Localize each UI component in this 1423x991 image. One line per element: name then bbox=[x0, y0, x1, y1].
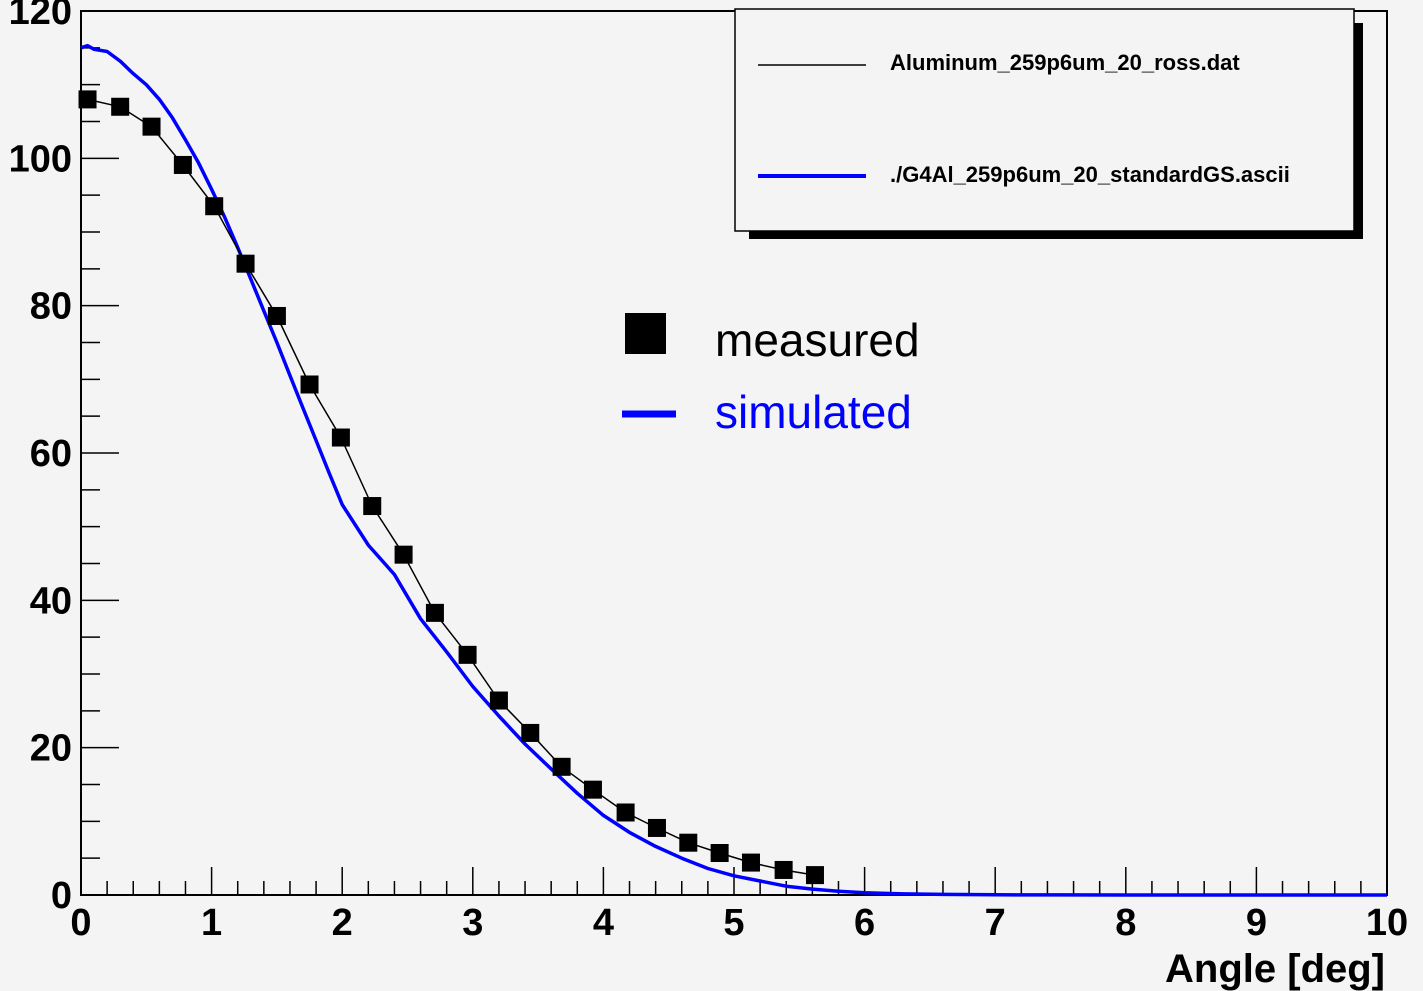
axis-ticks bbox=[80, 10, 1388, 896]
simulated-series-line bbox=[80, 43, 1387, 897]
measured-data-point bbox=[394, 545, 413, 564]
measured-data-point bbox=[741, 853, 760, 872]
annotation-key: measured simulated bbox=[622, 313, 920, 438]
measured-data-point bbox=[300, 375, 319, 394]
measured-data-point bbox=[236, 254, 255, 273]
y-tick-label: 100 bbox=[9, 138, 72, 180]
measured-data-point bbox=[425, 603, 444, 622]
y-tick-label: 20 bbox=[30, 728, 72, 770]
legend: Aluminum_259p6um_20_ross.dat ./G4Al_259p… bbox=[734, 8, 1363, 239]
measured-data-point bbox=[774, 860, 793, 879]
y-tick-label: 80 bbox=[30, 286, 72, 328]
measured-data-point bbox=[489, 691, 508, 710]
measured-data-point bbox=[552, 757, 571, 776]
measured-marker-icon bbox=[625, 313, 666, 354]
legend-label-measured-file: Aluminum_259p6um_20_ross.dat bbox=[890, 50, 1240, 75]
annotation-simulated: simulated bbox=[715, 386, 912, 438]
x-tick-label: 5 bbox=[723, 902, 744, 944]
measured-data-point bbox=[647, 818, 666, 837]
x-tick-label: 9 bbox=[1246, 902, 1267, 944]
y-tick-label: 40 bbox=[30, 580, 72, 622]
measured-data-point bbox=[616, 803, 635, 822]
x-tick-label: 4 bbox=[593, 902, 614, 944]
series-markers bbox=[78, 90, 824, 885]
x-tick-label: 2 bbox=[332, 902, 353, 944]
x-axis-title: Angle [deg] bbox=[1165, 947, 1385, 991]
measured-data-point bbox=[142, 117, 161, 136]
measured-data-point bbox=[267, 306, 286, 325]
x-tick-label: 8 bbox=[1115, 902, 1136, 944]
measured-data-point bbox=[521, 723, 540, 742]
x-tick-label: 7 bbox=[985, 902, 1006, 944]
x-tick-label: 3 bbox=[462, 902, 483, 944]
measured-data-point bbox=[805, 866, 824, 885]
x-tick-label: 10 bbox=[1366, 902, 1408, 944]
legend-box bbox=[734, 8, 1355, 232]
y-tick-label: 60 bbox=[30, 433, 72, 475]
measured-data-point bbox=[331, 428, 350, 447]
measured-data-point bbox=[205, 197, 224, 216]
y-tick-label: 120 bbox=[9, 0, 72, 33]
measured-data-point bbox=[583, 780, 602, 799]
measured-data-point bbox=[78, 90, 97, 109]
measured-data-point bbox=[458, 645, 477, 664]
annotation-measured: measured bbox=[715, 314, 920, 366]
measured-data-point bbox=[679, 833, 698, 852]
measured-data-point bbox=[363, 497, 382, 516]
y-tick-label: 0 bbox=[51, 875, 72, 917]
x-tick-label: 0 bbox=[70, 902, 91, 944]
x-tick-label: 1 bbox=[201, 902, 222, 944]
legend-label-simulated-file: ./G4Al_259p6um_20_standardGS.ascii bbox=[890, 162, 1290, 187]
measured-data-point bbox=[173, 155, 192, 174]
measured-data-point bbox=[710, 844, 729, 863]
measured-data-point bbox=[111, 97, 130, 116]
x-tick-label: 6 bbox=[854, 902, 875, 944]
